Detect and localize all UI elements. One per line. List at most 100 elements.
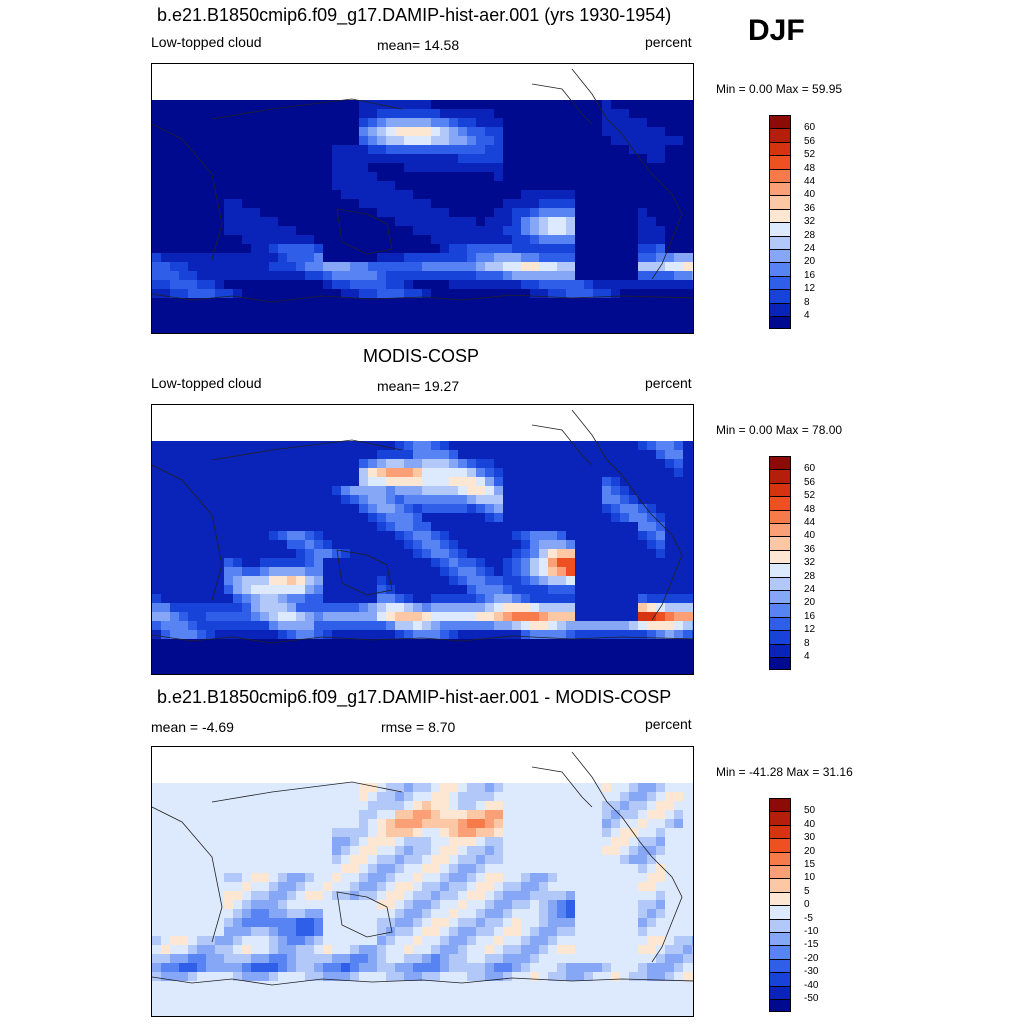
colorbar-box <box>769 536 791 550</box>
map-cell <box>611 289 621 299</box>
map-cell <box>467 522 477 532</box>
colorbar-box <box>769 603 791 617</box>
map-cell <box>539 810 549 820</box>
map-cell <box>251 298 261 308</box>
map-cell <box>359 450 369 460</box>
map-cell <box>206 837 216 847</box>
map-cell <box>386 459 396 469</box>
map-cell <box>656 289 666 299</box>
map-cell <box>422 253 432 263</box>
map-cell <box>332 774 342 784</box>
map-cell <box>602 486 612 496</box>
map-cell <box>197 810 207 820</box>
map-cell <box>341 549 351 559</box>
map-cell <box>368 289 378 299</box>
map-cell <box>530 450 540 460</box>
map-cell <box>449 217 459 227</box>
map-cell <box>638 891 648 901</box>
map-cell <box>467 244 477 254</box>
map-cell <box>260 657 270 667</box>
map-cell <box>152 100 162 110</box>
map-cell <box>692 756 693 766</box>
map-cell <box>575 549 585 559</box>
map-cell <box>188 783 198 793</box>
map-cell <box>485 316 495 326</box>
map-cell <box>647 828 657 838</box>
map-cell <box>170 208 180 218</box>
map-cell <box>611 91 621 101</box>
map-cell <box>557 432 567 442</box>
map-cell <box>278 82 288 92</box>
map-cell <box>206 307 216 317</box>
map-cell <box>611 181 621 191</box>
map-cell <box>467 621 477 631</box>
map-cell <box>656 828 666 838</box>
map-cell <box>521 235 531 245</box>
map-cell <box>350 864 360 874</box>
map-cell <box>440 199 450 209</box>
map-cell <box>584 783 594 793</box>
map-cell <box>521 73 531 83</box>
panel-2-map-plot <box>152 405 693 674</box>
map-cell <box>332 217 342 227</box>
map-cell <box>332 459 342 469</box>
map-cell <box>413 603 423 613</box>
coastline <box>531 424 593 466</box>
map-cell <box>629 864 639 874</box>
map-cell <box>260 82 270 92</box>
map-cell <box>431 432 441 442</box>
map-cell <box>512 468 522 478</box>
map-cell <box>188 316 198 326</box>
map-cell <box>530 585 540 595</box>
map-cell <box>359 774 369 784</box>
map-cell <box>215 747 225 757</box>
map-cell <box>674 855 684 865</box>
colorbar-tick-label: 56 <box>804 135 816 147</box>
map-cell <box>530 783 540 793</box>
map-cell <box>422 414 432 424</box>
map-cell <box>647 513 657 523</box>
map-cell <box>647 612 657 622</box>
map-cell <box>368 819 378 829</box>
map-cell <box>323 801 333 811</box>
map-cell <box>332 423 342 433</box>
map-cell <box>413 82 423 92</box>
map-cell <box>458 630 468 640</box>
map-cell <box>206 594 216 604</box>
map-cell <box>494 199 504 209</box>
map-cell <box>242 217 252 227</box>
map-cell <box>575 846 585 856</box>
map-cell <box>350 774 360 784</box>
map-cell <box>674 756 684 766</box>
map-cell <box>503 235 513 245</box>
map-cell <box>647 576 657 586</box>
map-cell <box>521 657 531 667</box>
map-cell <box>170 64 180 74</box>
map-cell <box>575 819 585 829</box>
map-cell <box>521 603 531 613</box>
map-cell <box>368 235 378 245</box>
map-cell <box>440 405 450 415</box>
map-cell <box>674 486 684 496</box>
map-cell <box>305 262 315 272</box>
map-cell <box>350 549 360 559</box>
map-cell <box>494 783 504 793</box>
map-cell <box>647 846 657 856</box>
map-cell <box>359 432 369 442</box>
map-cell <box>170 567 180 577</box>
map-cell <box>206 819 216 829</box>
map-cell <box>476 522 486 532</box>
map-cell <box>638 154 648 164</box>
map-cell <box>350 118 360 128</box>
map-cell <box>332 405 342 415</box>
map-cell <box>332 657 342 667</box>
map-cell <box>593 414 603 424</box>
map-cell <box>278 621 288 631</box>
map-cell <box>197 864 207 874</box>
map-cell <box>620 109 630 119</box>
map-cell <box>683 765 693 775</box>
map-cell <box>260 423 270 433</box>
map-cell <box>494 289 504 299</box>
map-cell <box>629 136 639 146</box>
map-cell <box>242 118 252 128</box>
